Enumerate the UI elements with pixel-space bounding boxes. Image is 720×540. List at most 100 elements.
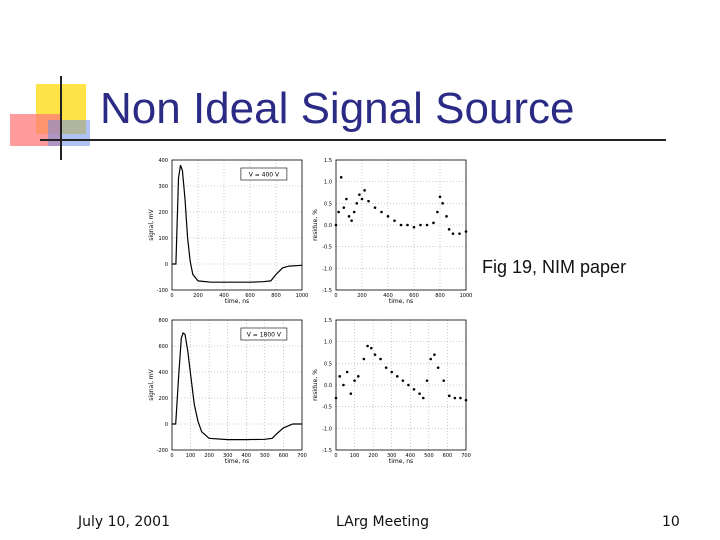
- residue-point: [384, 366, 388, 369]
- residue-point: [342, 206, 346, 209]
- residue-point: [386, 215, 390, 218]
- y-tick-label: 100: [158, 236, 168, 242]
- x-tick-label: 400: [219, 293, 229, 299]
- residue-point: [453, 396, 457, 400]
- residue-point: [373, 353, 377, 356]
- y-tick-label: 1.5: [324, 318, 332, 324]
- residue-point: [362, 357, 366, 361]
- footer-event: LArg Meeting: [336, 514, 429, 530]
- figure-panel-grid: 0 200 400 600 800 1000-1000100200300400time, …: [148, 158, 472, 465]
- residue-point: [350, 219, 353, 222]
- x-tick-label: 0: [334, 453, 337, 459]
- x-tick-label: 600: [279, 453, 289, 459]
- signal-line: [172, 164, 303, 283]
- x-tick-label: 0: [334, 293, 337, 299]
- y-tick-label: 0.0: [324, 223, 332, 229]
- chart-panel-3: 0 100 200 300 400 500 600 700-2000200400600800t…: [148, 318, 307, 465]
- residue-point: [421, 396, 425, 400]
- chart-panel-4: 0 100 200 300 400 500 600 700 -1.5 -1.0 -0.5 0.0 0.5…: [312, 318, 471, 465]
- residue-point: [339, 176, 343, 179]
- y-axis-label: signal, mV: [148, 208, 155, 240]
- y-axis-label: residue, %: [312, 369, 319, 401]
- chart-panel-2: 0 200 400 600 800 1000 -1.5 -1.0 -0.5 0.0 0.5 1.0 1.…: [312, 158, 472, 305]
- x-axis-label: time, ns: [225, 458, 249, 465]
- residue-point: [352, 210, 356, 214]
- x-tick-label: 600: [443, 453, 453, 459]
- residue-point: [393, 219, 396, 222]
- y-tick-label: 0.5: [324, 361, 332, 367]
- decor-blue-rectangle: [48, 120, 90, 146]
- footer-page-number: 10: [662, 514, 680, 530]
- y-tick-label: 0: [165, 262, 168, 268]
- x-tick-label: 200: [357, 293, 367, 299]
- y-tick-label: 600: [158, 344, 168, 350]
- residue-point: [442, 379, 446, 382]
- annotation-label: V = 400 V: [249, 172, 280, 179]
- x-tick-label: 800: [271, 293, 281, 299]
- y-tick-label: -200: [157, 448, 168, 454]
- residue-point: [360, 197, 364, 201]
- x-tick-label: 700: [297, 453, 307, 459]
- residue-point: [367, 199, 370, 203]
- annotation-label: V = 1800 V: [247, 332, 282, 339]
- residue-point: [334, 223, 338, 227]
- x-tick-label: 300: [223, 453, 233, 459]
- residue-point: [358, 193, 361, 196]
- annotation-box: [240, 167, 288, 181]
- x-tick-label: 1000: [296, 293, 309, 299]
- residue-point: [355, 202, 359, 205]
- plot-frame: [171, 319, 303, 451]
- residue-point: [349, 392, 353, 395]
- decor-vertical-line: [60, 76, 62, 160]
- residue-point: [345, 370, 349, 374]
- residue-point: [458, 232, 461, 235]
- signal-line: [172, 332, 302, 441]
- residue-point: [395, 375, 399, 378]
- y-tick-label: 200: [158, 210, 168, 216]
- residue-point: [356, 375, 360, 378]
- title-underline: [40, 139, 666, 141]
- residue-point: [464, 230, 468, 233]
- y-tick-label: 400: [158, 158, 168, 164]
- residue-point: [366, 344, 369, 348]
- residue-point: [337, 210, 340, 214]
- residue-point: [390, 370, 394, 374]
- figure-caption: Fig 19, NIM paper: [482, 257, 627, 277]
- plot-frame: [335, 319, 467, 451]
- chart-panel-1: 0 200 400 600 800 1000-1000100200300400time, …: [148, 158, 308, 305]
- residue-point: [459, 396, 462, 400]
- residue-point: [369, 346, 373, 350]
- residue-point: [338, 375, 342, 378]
- residue-point: [425, 223, 429, 227]
- residue-point: [451, 232, 455, 235]
- x-tick-label: 200: [204, 453, 214, 459]
- residue-point: [406, 223, 409, 227]
- residue-point: [347, 215, 351, 218]
- slide-title: Non Ideal Signal Source: [100, 84, 575, 133]
- residue-point: [418, 392, 421, 395]
- x-axis-label: time, ns: [225, 298, 249, 305]
- x-tick-label: 200: [193, 293, 203, 299]
- residue-point: [401, 379, 405, 382]
- residue-point: [436, 210, 439, 214]
- y-tick-label: -1.0: [322, 266, 332, 272]
- residue-point: [464, 398, 468, 402]
- x-tick-label: 200: [368, 453, 378, 459]
- y-axis-label: signal, mV: [148, 368, 155, 400]
- x-tick-label: 600: [245, 293, 255, 299]
- residue-point: [334, 396, 338, 400]
- y-tick-label: -0.5: [322, 405, 332, 411]
- x-tick-label: 600: [409, 293, 419, 299]
- residue-point: [399, 223, 403, 227]
- x-tick-label: 400: [242, 453, 252, 459]
- y-tick-label: 0.5: [324, 201, 332, 207]
- residue-point: [429, 357, 433, 361]
- y-tick-label: -100: [157, 288, 168, 294]
- annotation-box: [240, 327, 288, 341]
- x-tick-label: 0: [170, 453, 173, 459]
- y-tick-label: -1.0: [322, 426, 332, 432]
- x-axis-label: time, ns: [389, 458, 413, 465]
- x-tick-label: 0: [170, 293, 173, 299]
- y-tick-label: 300: [158, 184, 168, 190]
- residue-point: [407, 383, 410, 387]
